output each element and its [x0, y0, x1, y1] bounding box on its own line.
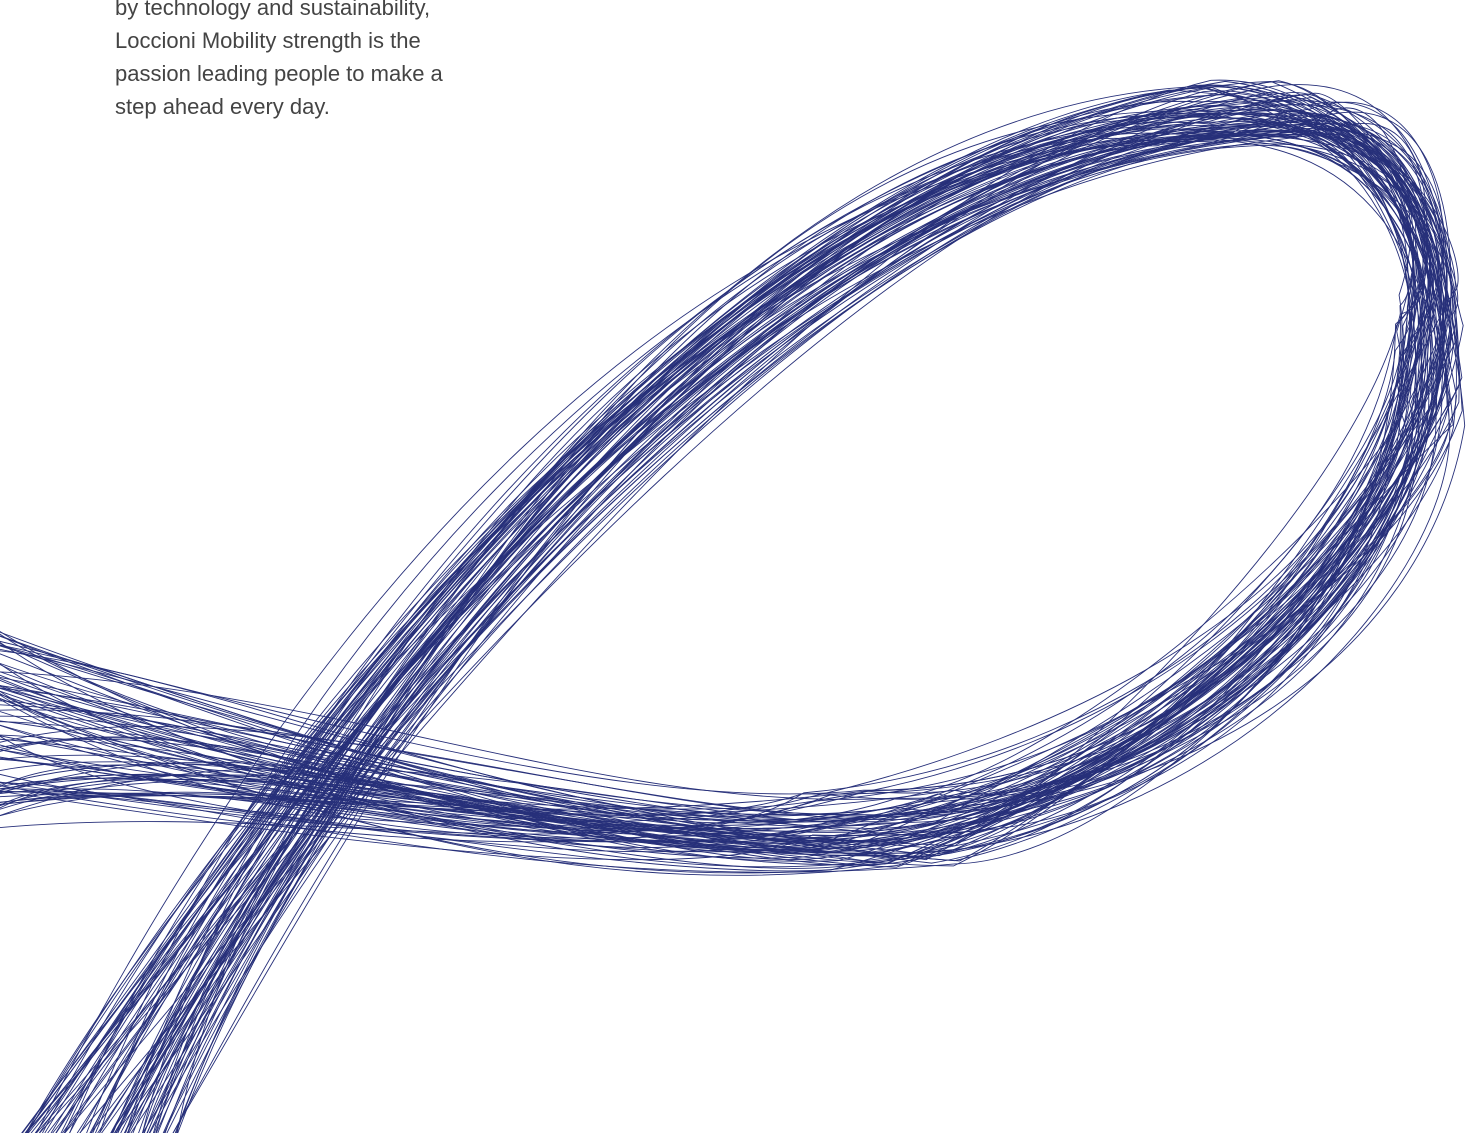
- wire-curve: [0, 123, 1428, 1133]
- paragraph-line: by technology and sustainability,: [115, 0, 431, 20]
- wire-curve: [0, 126, 1424, 1133]
- wire-curve: [0, 124, 1456, 1133]
- wire-curve: [0, 133, 1425, 1133]
- wire-curve: [0, 93, 1444, 1133]
- paragraph-line: Loccioni Mobility strength is the: [115, 28, 421, 53]
- wire-curve: [0, 118, 1435, 1133]
- wire-curve: [0, 97, 1448, 1133]
- wire-curve: [0, 92, 1410, 1133]
- wire-curve: [0, 84, 1413, 1133]
- wire-curve: [0, 105, 1417, 1133]
- wire-curve: [0, 138, 1451, 1133]
- wire-curve: [0, 80, 1450, 1133]
- wire-curve: [0, 130, 1459, 1133]
- wire-curve: [0, 99, 1432, 1133]
- wire-curve: [0, 94, 1414, 1133]
- paragraph-line: passion leading people to make a: [115, 61, 443, 86]
- wire-curve: [0, 105, 1428, 1133]
- wire-curve: [0, 134, 1451, 1133]
- wire-curve: [0, 108, 1414, 1133]
- wire-curve: [0, 118, 1424, 1133]
- wire-curve: [0, 84, 1452, 1133]
- wire-curve: [0, 129, 1431, 1133]
- wire-curve: [0, 95, 1442, 1133]
- wire-curve: [0, 81, 1445, 1133]
- wire-curve: [0, 84, 1434, 1133]
- wire-curve: [0, 116, 1411, 1133]
- wire-curve: [0, 145, 1454, 1133]
- wire-curve: [0, 86, 1420, 1133]
- wire-curve: [0, 87, 1416, 1133]
- wire-curve: [0, 133, 1448, 1133]
- wire-curve: [0, 84, 1448, 1133]
- wire-curve: [0, 116, 1429, 1133]
- wire-curve: [0, 113, 1432, 1133]
- wire-curve: [0, 80, 1459, 1133]
- wire-curve: [0, 91, 1442, 1133]
- wire-curve: [0, 117, 1419, 1133]
- paragraph-line: step ahead every day.: [115, 94, 330, 119]
- wire-curve: [0, 118, 1423, 1133]
- wire-curve: [0, 122, 1422, 1133]
- wire-curve: [0, 109, 1463, 1133]
- wire-curve: [0, 113, 1429, 1133]
- wire-curve: [0, 127, 1424, 1133]
- wire-curve: [0, 123, 1447, 1133]
- wire-curve: [0, 129, 1428, 1133]
- intro-paragraph: by technology and sustainability, Loccio…: [115, 0, 443, 123]
- wire-curve: [0, 79, 1445, 1133]
- wire-curve: [0, 92, 1439, 1133]
- wire-curve: [0, 123, 1420, 1133]
- wire-curve: [0, 129, 1447, 1133]
